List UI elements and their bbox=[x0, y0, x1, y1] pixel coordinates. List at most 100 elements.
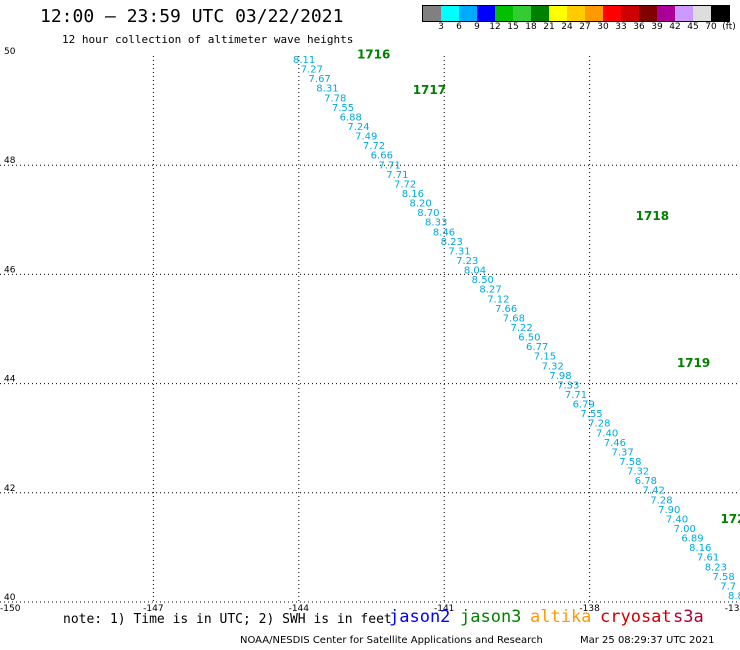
wave-height-value: 7.68 bbox=[503, 313, 525, 324]
wave-height-value: 7.15 bbox=[534, 352, 556, 363]
chart-title: 12:00 — 23:59 UTC 03/22/2021 bbox=[40, 6, 344, 27]
wave-height-value: 8.27 bbox=[479, 285, 501, 296]
wave-height-value: 8.20 bbox=[410, 199, 432, 210]
colorbar-tick-label: 70 bbox=[705, 22, 717, 32]
latitude-tick-label: 40 bbox=[4, 593, 16, 603]
wave-height-value: 8.8 bbox=[728, 591, 740, 602]
wave-height-value: 7.78 bbox=[324, 93, 346, 104]
wave-height-value: 8.16 bbox=[689, 543, 711, 554]
colorbar-swatch bbox=[711, 6, 729, 21]
colorbar-swatch bbox=[603, 6, 621, 21]
wave-height-value: 7.71 bbox=[378, 160, 400, 171]
colorbar-tick-label: 15 bbox=[507, 22, 519, 32]
colorbar-swatch bbox=[639, 6, 657, 21]
wave-height-value: 7.32 bbox=[542, 361, 564, 372]
wave-height-value: 7.49 bbox=[355, 132, 377, 143]
wave-height-value: 8.50 bbox=[472, 275, 494, 286]
longitude-tick-label: -138 bbox=[579, 604, 600, 614]
colorbar-swatch bbox=[621, 6, 639, 21]
colorbar-tick-label: 36 bbox=[633, 22, 645, 32]
wave-height-value: 7.71 bbox=[565, 390, 587, 401]
wave-height-value: 7.40 bbox=[596, 428, 618, 439]
colorbar-tick-label: 6 bbox=[456, 22, 462, 32]
wave-height-value: 7.00 bbox=[674, 524, 696, 535]
colorbar-swatch bbox=[441, 6, 459, 21]
wave-height-colorbar bbox=[422, 5, 730, 22]
wave-height-value: 7.22 bbox=[511, 323, 533, 334]
longitude-tick-label: -147 bbox=[143, 604, 163, 614]
wave-height-value: 8.11 bbox=[293, 55, 315, 66]
time-label: 1719 bbox=[677, 356, 710, 370]
chart-subtitle: 12 hour collection of altimeter wave hei… bbox=[62, 33, 354, 46]
colorbar-tick-label: 9 bbox=[474, 22, 480, 32]
colorbar-swatch bbox=[585, 6, 603, 21]
latitude-tick-label: 44 bbox=[4, 375, 16, 385]
wave-height-value: 7.28 bbox=[650, 495, 672, 506]
wave-height-value: 6.88 bbox=[340, 112, 362, 123]
wave-height-value: 7.32 bbox=[627, 467, 649, 478]
longitude-tick-label: -150 bbox=[0, 604, 21, 614]
wave-height-value: 7.28 bbox=[588, 419, 610, 430]
wave-height-value: 8.23 bbox=[441, 237, 463, 248]
wave-height-value: 8.23 bbox=[705, 562, 727, 573]
colorbar-swatch bbox=[423, 6, 441, 21]
satellite-legend-item: jason3 bbox=[460, 607, 522, 627]
latitude-tick-label: 46 bbox=[4, 265, 16, 275]
colorbar-tick-label: 42 bbox=[669, 22, 681, 32]
wave-height-value: 7.33 bbox=[557, 380, 579, 391]
latitude-tick-label: 50 bbox=[4, 47, 16, 57]
colorbar-swatch bbox=[567, 6, 585, 21]
wave-height-value: 7.58 bbox=[712, 572, 734, 583]
wave-height-value: 7.67 bbox=[309, 74, 331, 85]
wave-height-value: 7.46 bbox=[604, 438, 626, 449]
wave-height-value: 7.98 bbox=[549, 371, 571, 382]
wave-height-value: 6.89 bbox=[681, 534, 703, 545]
longitude-tick-label: -141 bbox=[434, 604, 454, 614]
wave-height-value: 7.72 bbox=[394, 179, 416, 190]
wave-height-value: 6.77 bbox=[526, 342, 548, 353]
colorbar-swatch bbox=[477, 6, 495, 21]
colorbar-tick-label: 21 bbox=[543, 22, 555, 32]
wave-height-value: 7.27 bbox=[301, 65, 323, 76]
colorbar-tick-label: 12 bbox=[489, 22, 501, 32]
longitude-tick-label: -144 bbox=[289, 604, 310, 614]
wave-height-value: 7.72 bbox=[363, 141, 385, 152]
latitude-tick-label: 42 bbox=[4, 484, 15, 494]
wave-height-value: 6.50 bbox=[518, 333, 540, 344]
wave-height-value: 6.66 bbox=[371, 151, 393, 162]
wave-height-value: 7.7 bbox=[720, 581, 736, 592]
colorbar-swatch bbox=[693, 6, 711, 21]
wave-height-value: 7.66 bbox=[495, 304, 517, 315]
colorbar-swatch bbox=[657, 6, 675, 21]
wave-height-value: 7.71 bbox=[386, 170, 408, 181]
generation-timestamp: Mar 25 08:29:37 UTC 2021 bbox=[580, 635, 715, 646]
note-text: note: 1) Time is in UTC; 2) SWH is in fe… bbox=[63, 612, 392, 627]
wave-height-value: 7.55 bbox=[580, 409, 602, 420]
latitude-tick-label: 48 bbox=[4, 156, 16, 166]
colorbar-swatch bbox=[549, 6, 567, 21]
wave-height-value: 7.37 bbox=[611, 447, 633, 458]
wave-height-value: 7.61 bbox=[697, 553, 719, 564]
colorbar-swatch bbox=[675, 6, 693, 21]
colorbar-swatch bbox=[531, 6, 549, 21]
colorbar-tick-label: 27 bbox=[579, 22, 591, 32]
colorbar-swatch bbox=[513, 6, 531, 21]
wave-height-value: 7.42 bbox=[643, 486, 665, 497]
colorbar-unit: (ft) bbox=[722, 22, 736, 32]
wave-height-value: 7.24 bbox=[347, 122, 369, 133]
wave-height-value: 7.23 bbox=[456, 256, 478, 267]
wave-height-value: 7.58 bbox=[619, 457, 641, 468]
satellite-legend-item: cryosat bbox=[600, 607, 672, 627]
satellite-legend-item: jason2 bbox=[389, 607, 451, 627]
wave-height-value: 7.31 bbox=[448, 246, 470, 257]
colorbar-tick-label: 45 bbox=[687, 22, 699, 32]
colorbar-tick-label: 39 bbox=[651, 22, 663, 32]
time-label: 1717 bbox=[413, 83, 446, 97]
satellite-legend-item: s3a bbox=[673, 607, 704, 627]
wave-height-value: 8.70 bbox=[417, 208, 439, 219]
wave-height-value: 6.78 bbox=[635, 476, 657, 487]
longitude-tick-label: -135 bbox=[725, 604, 740, 614]
wave-height-value: 8.46 bbox=[433, 227, 455, 238]
wave-height-value: 7.12 bbox=[487, 294, 509, 305]
colorbar-swatch bbox=[495, 6, 513, 21]
